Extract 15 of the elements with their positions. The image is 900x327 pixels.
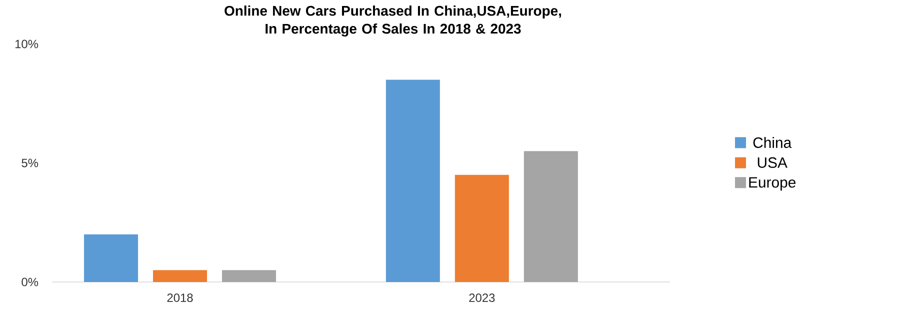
y-tick-label: 5%	[22, 158, 38, 168]
bar	[454, 174, 509, 282]
x-tick-label: 2023	[469, 294, 495, 302]
bar	[386, 80, 440, 282]
y-tick-label: 0%	[22, 278, 38, 286]
legend-label: Europe	[749, 177, 796, 191]
chart-title: Online New Cars Purchased In China,USA,Europe, In Percentage Of Sales In 2018 & 2023	[224, 6, 562, 37]
bar	[84, 234, 138, 282]
legend-label: USA	[758, 157, 788, 168]
bar	[153, 270, 208, 282]
bar	[524, 151, 578, 282]
y-tick-label: 10%	[15, 40, 38, 48]
bar	[222, 270, 276, 282]
legend-label: China	[753, 137, 792, 148]
x-tick-label: 2018	[167, 294, 193, 302]
